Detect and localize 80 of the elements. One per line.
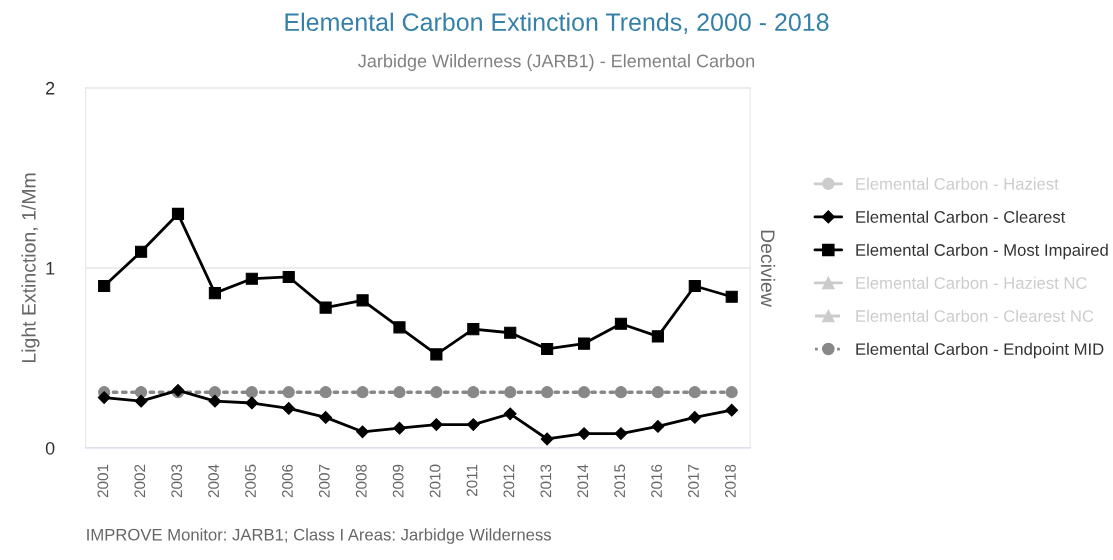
point [282, 401, 296, 415]
point [503, 407, 517, 421]
point [319, 386, 332, 399]
point [725, 386, 738, 399]
chart-title: Elemental Carbon Extinction Trends, 2000 - 2018 [285, 12, 829, 34]
point [245, 386, 258, 399]
x-tick-label: 2016 [651, 464, 662, 498]
x-tick-label: 2018 [724, 464, 736, 498]
point [577, 337, 591, 350]
y-tick-label: 0 [45, 441, 55, 455]
point [135, 245, 148, 258]
point [614, 427, 628, 441]
point [541, 386, 554, 399]
point [504, 326, 517, 339]
y-tick-label: 2 [46, 81, 55, 95]
x-tick-label: 2014 [577, 464, 589, 498]
point [282, 270, 295, 284]
point [541, 342, 554, 356]
point [651, 419, 665, 433]
point [245, 272, 258, 285]
point [651, 386, 664, 399]
x-tick-label: 2011 [466, 464, 478, 497]
point [356, 294, 369, 307]
point [171, 207, 185, 221]
legend-label: Elemental Carbon - Most Impaired [856, 243, 1108, 260]
point [467, 323, 480, 336]
point [430, 348, 443, 361]
point [467, 386, 480, 399]
x-tick-label: 2013 [540, 464, 552, 498]
point [208, 287, 221, 300]
x-tick-label: 2006 [282, 464, 293, 498]
x-tick-label: 2007 [318, 464, 330, 498]
point [540, 432, 554, 446]
point [356, 386, 369, 399]
point [98, 279, 111, 293]
point [614, 317, 628, 330]
point [97, 391, 111, 404]
point [134, 394, 148, 408]
point [725, 290, 738, 303]
point [245, 396, 259, 410]
point [614, 386, 628, 399]
point [688, 279, 701, 293]
point [430, 386, 443, 399]
point [651, 330, 664, 343]
x-tick-label: 2005 [245, 464, 256, 498]
chart-subtitle: Jarbidge Wilderness (JARB1) - Elemental Carbon [358, 54, 755, 71]
y-axis-title: Light Extinction, 1/Mm [21, 173, 40, 362]
point [208, 386, 221, 399]
x-tick-label: 2017 [688, 464, 699, 498]
x-tick-label: 2001 [97, 464, 109, 498]
x-tick-label: 2008 [355, 464, 367, 498]
point [688, 386, 701, 399]
point [577, 386, 591, 399]
legend-label: Elemental Carbon - Clearest [856, 210, 1066, 223]
x-tick-label: 2002 [134, 464, 146, 498]
x-tick-label: 2012 [503, 464, 515, 498]
point [135, 386, 148, 399]
legend-label: Elemental Carbon - Endpoint MID [856, 342, 1104, 359]
point [319, 410, 333, 424]
x-tick-label: 2004 [208, 464, 219, 498]
point [356, 425, 369, 439]
point [466, 418, 480, 432]
point [577, 427, 591, 441]
point [393, 321, 406, 334]
x-tick-label: 2015 [614, 464, 626, 498]
point [208, 394, 222, 408]
point [725, 403, 739, 417]
y-tick-label: 1 [46, 262, 55, 275]
x-tick-label: 2003 [171, 464, 183, 498]
y2-axis-title: Deciview [760, 230, 776, 307]
point [429, 418, 443, 432]
point [504, 386, 517, 399]
point [688, 410, 702, 424]
text: IMPROVE Monitor: JARB1; Class I Areas: Jarbidge Wilderness [87, 528, 551, 544]
point [393, 386, 406, 399]
x-tick-label: 2009 [392, 464, 404, 498]
point [319, 301, 332, 314]
point [282, 386, 295, 399]
point [393, 421, 406, 435]
x-tick-label: 2010 [429, 464, 441, 498]
